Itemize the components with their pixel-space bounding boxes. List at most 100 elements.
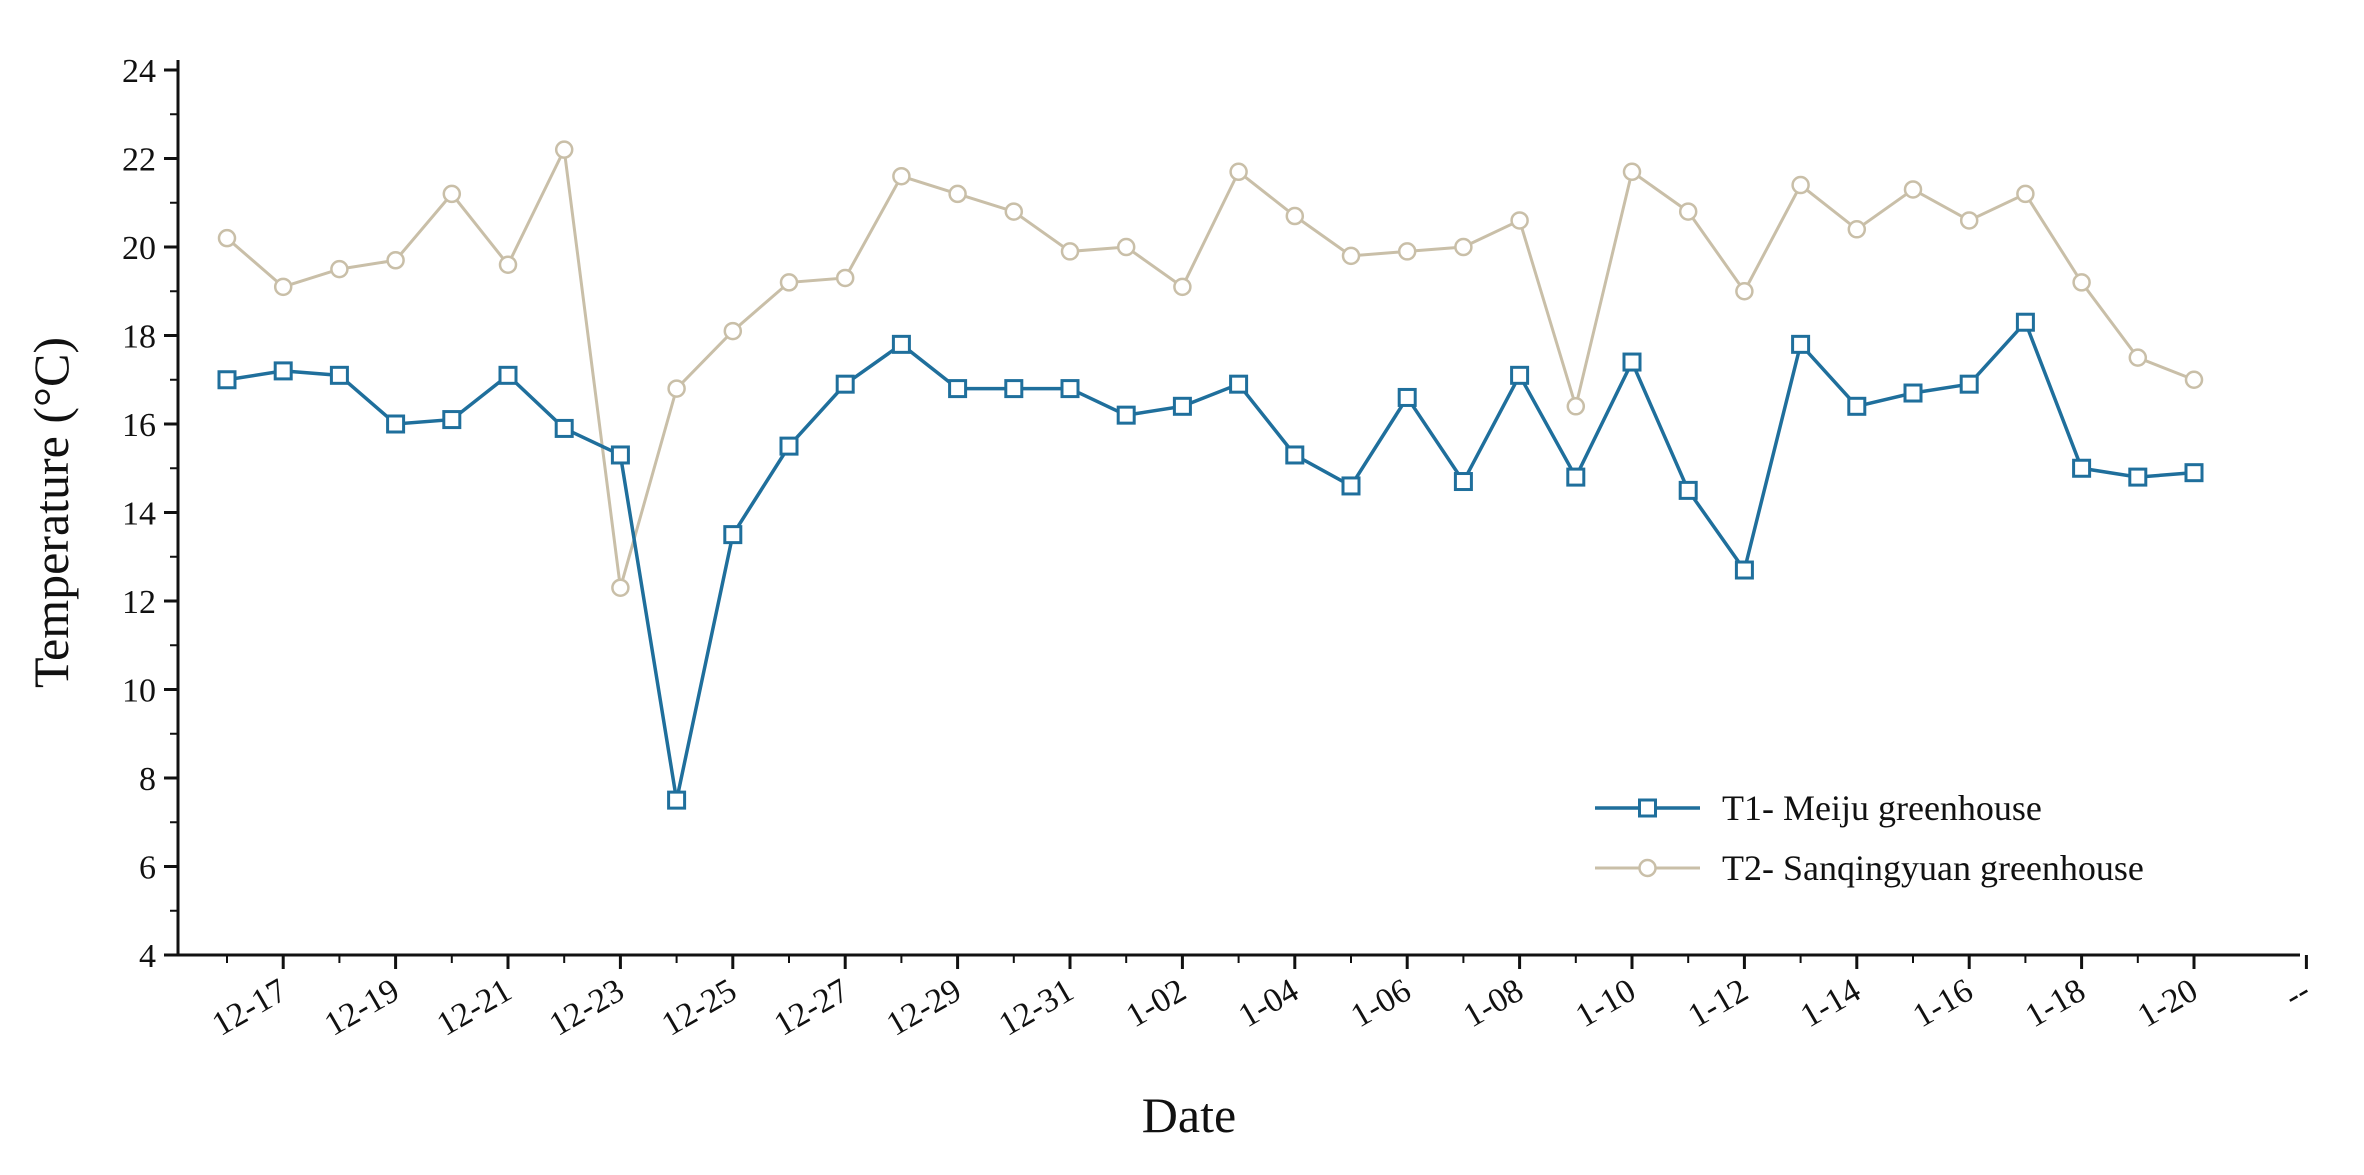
data-point-t2 xyxy=(1622,162,1642,182)
x-axis-title: Date xyxy=(1142,1087,1236,1143)
x-tick-label: 1-16 xyxy=(1907,972,1979,1035)
y-tick-label: 14 xyxy=(122,496,156,533)
data-point-t1 xyxy=(2015,312,2035,332)
data-point-t2 xyxy=(330,259,349,279)
data-point-t2 xyxy=(835,268,855,288)
data-point-t2 xyxy=(1116,237,1136,257)
data-point-t1 xyxy=(554,418,574,438)
x-tick-label: 1-18 xyxy=(2019,972,2091,1035)
data-point-t1 xyxy=(1622,352,1642,372)
data-point-t1 xyxy=(1229,374,1249,394)
data-point-t1 xyxy=(1678,480,1698,500)
data-point-t2 xyxy=(779,273,799,292)
y-tick-label: 10 xyxy=(122,673,156,710)
y-tick-label: 24 xyxy=(122,53,156,90)
data-point-t2 xyxy=(1004,202,1024,221)
data-point-t1 xyxy=(1060,379,1080,399)
x-tick-label: 12-27 xyxy=(768,972,855,1044)
y-tick-label: 4 xyxy=(139,938,156,975)
data-point-t1 xyxy=(273,361,293,381)
data-point-t1 xyxy=(386,414,406,434)
x-tick-label: 12-29 xyxy=(880,972,967,1044)
data-point-t1 xyxy=(1116,405,1136,425)
data-point-t2 xyxy=(2016,184,2035,204)
x-tick-label: -- xyxy=(2278,972,2316,1015)
series-t1 xyxy=(217,312,2204,810)
y-tick-label: 22 xyxy=(122,142,156,179)
data-point-t1 xyxy=(948,379,968,399)
data-point-t2 xyxy=(1454,237,1473,257)
y-tick-label: 16 xyxy=(122,407,156,444)
data-point-t2 xyxy=(498,255,518,274)
x-tick-label: 12-23 xyxy=(543,972,630,1044)
data-point-t1 xyxy=(1004,379,1024,399)
x-tick-label: 12-21 xyxy=(431,972,518,1044)
x-tick-label: 12-25 xyxy=(656,972,743,1044)
x-tick-label: 1-14 xyxy=(1794,972,1866,1035)
x-tick-label: 1-04 xyxy=(1232,972,1304,1035)
data-point-t1 xyxy=(1397,387,1417,407)
data-point-t1 xyxy=(1453,472,1473,492)
data-point-t1 xyxy=(1285,445,1305,465)
data-point-t2 xyxy=(217,228,237,248)
data-point-t1 xyxy=(1734,560,1754,580)
data-point-t1 xyxy=(891,334,911,354)
legend-marker-t2 xyxy=(1638,858,1657,878)
data-point-t2 xyxy=(2184,370,2204,389)
data-point-t2 xyxy=(1847,220,1867,239)
data-point-t2 xyxy=(1397,242,1417,261)
data-point-t1 xyxy=(498,365,518,385)
data-point-t2 xyxy=(1341,246,1361,266)
series-line-t1 xyxy=(226,318,2195,801)
data-point-t2 xyxy=(1229,162,1248,182)
x-tick-label: 1-02 xyxy=(1120,972,1192,1035)
data-point-t1 xyxy=(329,365,349,385)
data-point-t2 xyxy=(1060,242,1080,261)
data-point-t1 xyxy=(1959,374,1979,394)
series-t2 xyxy=(217,140,2204,597)
data-point-t1 xyxy=(835,374,855,394)
data-point-t1 xyxy=(2184,463,2204,483)
y-tick-label: 6 xyxy=(139,850,156,887)
y-tick-label: 12 xyxy=(122,584,156,621)
data-point-t2 xyxy=(1791,175,1810,195)
legend-marker-t1 xyxy=(1638,798,1657,818)
legend-label-t1: T1- Meiju greenhouse xyxy=(1722,788,2042,828)
data-point-t1 xyxy=(667,790,687,810)
data-point-t2 xyxy=(1678,202,1698,221)
data-point-t1 xyxy=(1172,396,1192,416)
data-point-t2 xyxy=(892,166,911,186)
data-point-t1 xyxy=(1903,383,1923,403)
data-point-t2 xyxy=(1173,277,1192,297)
data-point-t2 xyxy=(2128,348,2148,367)
data-point-t1 xyxy=(442,410,462,430)
data-point-t1 xyxy=(2072,458,2092,478)
data-point-t2 xyxy=(442,184,462,204)
x-tick-label: 1-06 xyxy=(1345,972,1417,1035)
data-point-t2 xyxy=(611,578,630,597)
legend-label-t2: T2- Sanqingyuan greenhouse xyxy=(1722,848,2144,888)
data-point-t2 xyxy=(554,140,574,159)
y-tick-label: 18 xyxy=(122,319,156,356)
data-point-t2 xyxy=(1903,180,1923,199)
x-tick-label: 12-17 xyxy=(206,972,293,1044)
x-tick-label: 1-08 xyxy=(1457,972,1529,1035)
data-point-t1 xyxy=(2128,467,2148,487)
y-tick-label: 20 xyxy=(122,230,156,267)
x-tick-label: 12-19 xyxy=(318,972,405,1044)
data-point-t1 xyxy=(217,370,237,390)
data-point-t1 xyxy=(779,436,799,456)
data-point-t1 xyxy=(1510,365,1530,385)
data-point-t2 xyxy=(723,321,743,341)
data-point-t1 xyxy=(1791,334,1811,354)
data-point-t2 xyxy=(273,277,293,297)
data-point-t2 xyxy=(948,184,967,204)
series-line-t2 xyxy=(226,144,2195,589)
x-tick-label: 1-12 xyxy=(1682,972,1754,1035)
legend: T1- Meiju greenhouse T2- Sanqingyuan gre… xyxy=(1595,788,2144,888)
data-point-t2 xyxy=(667,379,686,398)
data-point-t1 xyxy=(1341,476,1361,496)
x-tick-label: 12-31 xyxy=(993,972,1080,1044)
data-point-t2 xyxy=(1566,397,1586,416)
